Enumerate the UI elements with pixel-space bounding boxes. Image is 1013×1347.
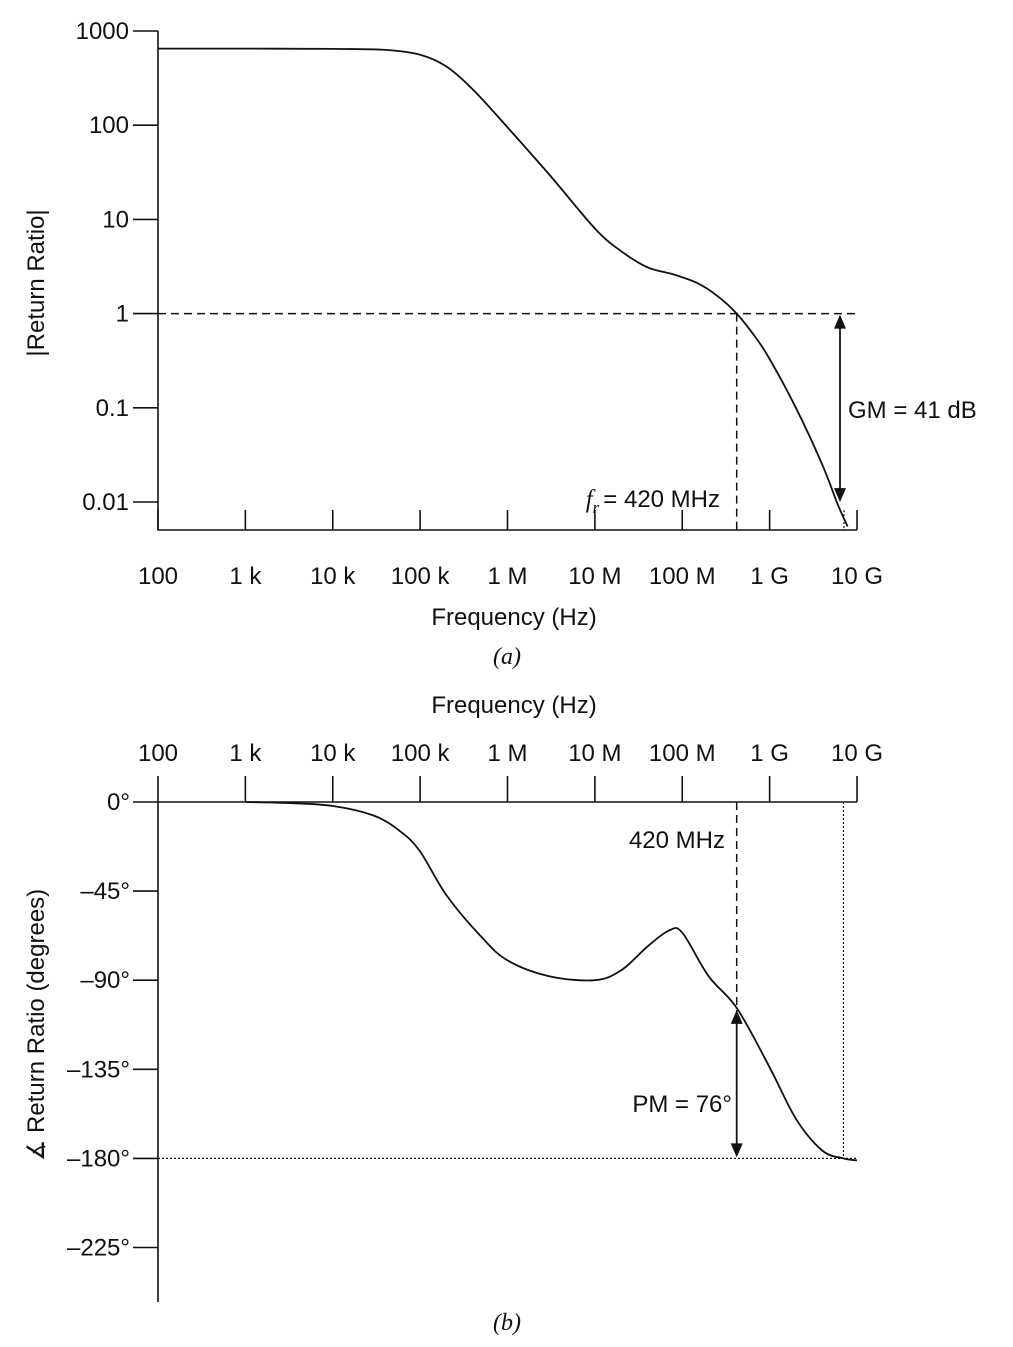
gain-margin-arrowhead-top bbox=[834, 314, 846, 329]
phase-x-tick-label-8: 10 G bbox=[831, 740, 883, 767]
magnitude-x-tick-label-3: 100 k bbox=[391, 563, 451, 590]
magnitude-x-tick-label-1: 1 k bbox=[229, 563, 262, 590]
crossover-f-symbol: f bbox=[586, 486, 596, 513]
gain-margin-arrowhead-bottom bbox=[834, 488, 846, 503]
phase-margin-arrow bbox=[730, 1009, 743, 1158]
magnitude-x-tick-label-6: 100 M bbox=[649, 563, 716, 590]
phase-x-tick-label-7: 1 G bbox=[750, 740, 789, 767]
magnitude-caption: (a) bbox=[493, 644, 521, 670]
phase-y-axis-title: ∡ Return Ratio (degrees) bbox=[23, 889, 50, 1161]
magnitude-y-tick-label-4: 0.1 bbox=[96, 395, 129, 422]
magnitude-x-tick-label-7: 1 G bbox=[750, 563, 789, 590]
magnitude-y-ticks: 1000 100 10 1 0.1 0.01 bbox=[76, 18, 158, 516]
phase-y-tick-label-5: –225° bbox=[67, 1235, 130, 1262]
magnitude-chart: 1000 100 10 1 0.1 0.01 100 1 k 10 k 100 k 1 M 10 M… bbox=[23, 18, 977, 670]
crossover-frequency-label: fr = 420 MHz bbox=[586, 486, 720, 517]
phase-y-tick-label-1: –45° bbox=[80, 878, 130, 905]
phase-x-tick-label-1: 1 k bbox=[229, 740, 262, 767]
magnitude-y-tick-label-5: 0.01 bbox=[82, 489, 129, 516]
magnitude-x-axis-title: Frequency (Hz) bbox=[431, 604, 596, 631]
phase-margin-label: PM = 76° bbox=[632, 1091, 732, 1118]
phase-x-tick-label-3: 100 k bbox=[391, 740, 451, 767]
magnitude-x-tick-label-5: 10 M bbox=[568, 563, 621, 590]
magnitude-y-tick-label-3: 1 bbox=[116, 301, 129, 328]
magnitude-y-tick-label-0: 1000 bbox=[76, 18, 129, 45]
phase-x-ticks: 100 1 k 10 k 100 k 1 M 10 M 100 M 1 G 10 G bbox=[138, 740, 883, 802]
phase-curve bbox=[245, 801, 858, 1162]
phase-x-tick-label-6: 100 M bbox=[649, 740, 716, 767]
magnitude-x-tick-label-8: 10 G bbox=[831, 563, 883, 590]
phase-x-axis-title: Frequency (Hz) bbox=[431, 692, 596, 719]
magnitude-x-tick-label-2: 10 k bbox=[310, 563, 356, 590]
phase-caption: (b) bbox=[493, 1310, 521, 1336]
magnitude-y-axis-title: |Return Ratio| bbox=[23, 209, 50, 356]
magnitude-axis-frame bbox=[157, 31, 857, 531]
magnitude-x-ticks: 100 1 k 10 k 100 k 1 M 10 M 100 M 1 G 10 G bbox=[138, 510, 883, 590]
phase-margin-arrowhead-bottom bbox=[730, 1143, 743, 1158]
phase-y-tick-label-0: 0° bbox=[107, 789, 130, 816]
phase-x-tick-label-0: 100 bbox=[138, 740, 178, 767]
crossover-frequency-label-phase: 420 MHz bbox=[629, 827, 725, 854]
gain-margin-arrow bbox=[834, 314, 846, 503]
magnitude-y-tick-label-2: 10 bbox=[102, 206, 129, 233]
magnitude-y-tick-label-1: 100 bbox=[89, 112, 129, 139]
phase-x-tick-label-2: 10 k bbox=[310, 740, 356, 767]
phase-x-tick-label-4: 1 M bbox=[487, 740, 527, 767]
magnitude-x-tick-label-0: 100 bbox=[138, 563, 178, 590]
crossover-subscript: r bbox=[593, 498, 600, 517]
magnitude-x-tick-label-4: 1 M bbox=[487, 563, 527, 590]
phase-axis-frame bbox=[157, 801, 857, 1302]
phase-y-tick-label-4: –180° bbox=[67, 1145, 130, 1172]
phase-y-ticks: 0° –45° –90° –135° –180° –225° bbox=[67, 789, 158, 1262]
magnitude-curve bbox=[157, 47, 849, 527]
gain-margin-label: GM = 41 dB bbox=[848, 397, 977, 424]
phase-y-tick-label-2: –90° bbox=[80, 967, 130, 994]
crossover-value: = 420 MHz bbox=[603, 486, 720, 513]
phase-x-tick-label-5: 10 M bbox=[568, 740, 621, 767]
phase-margin-arrowhead-top bbox=[730, 1009, 743, 1024]
phase-y-tick-label-3: –135° bbox=[67, 1056, 130, 1083]
